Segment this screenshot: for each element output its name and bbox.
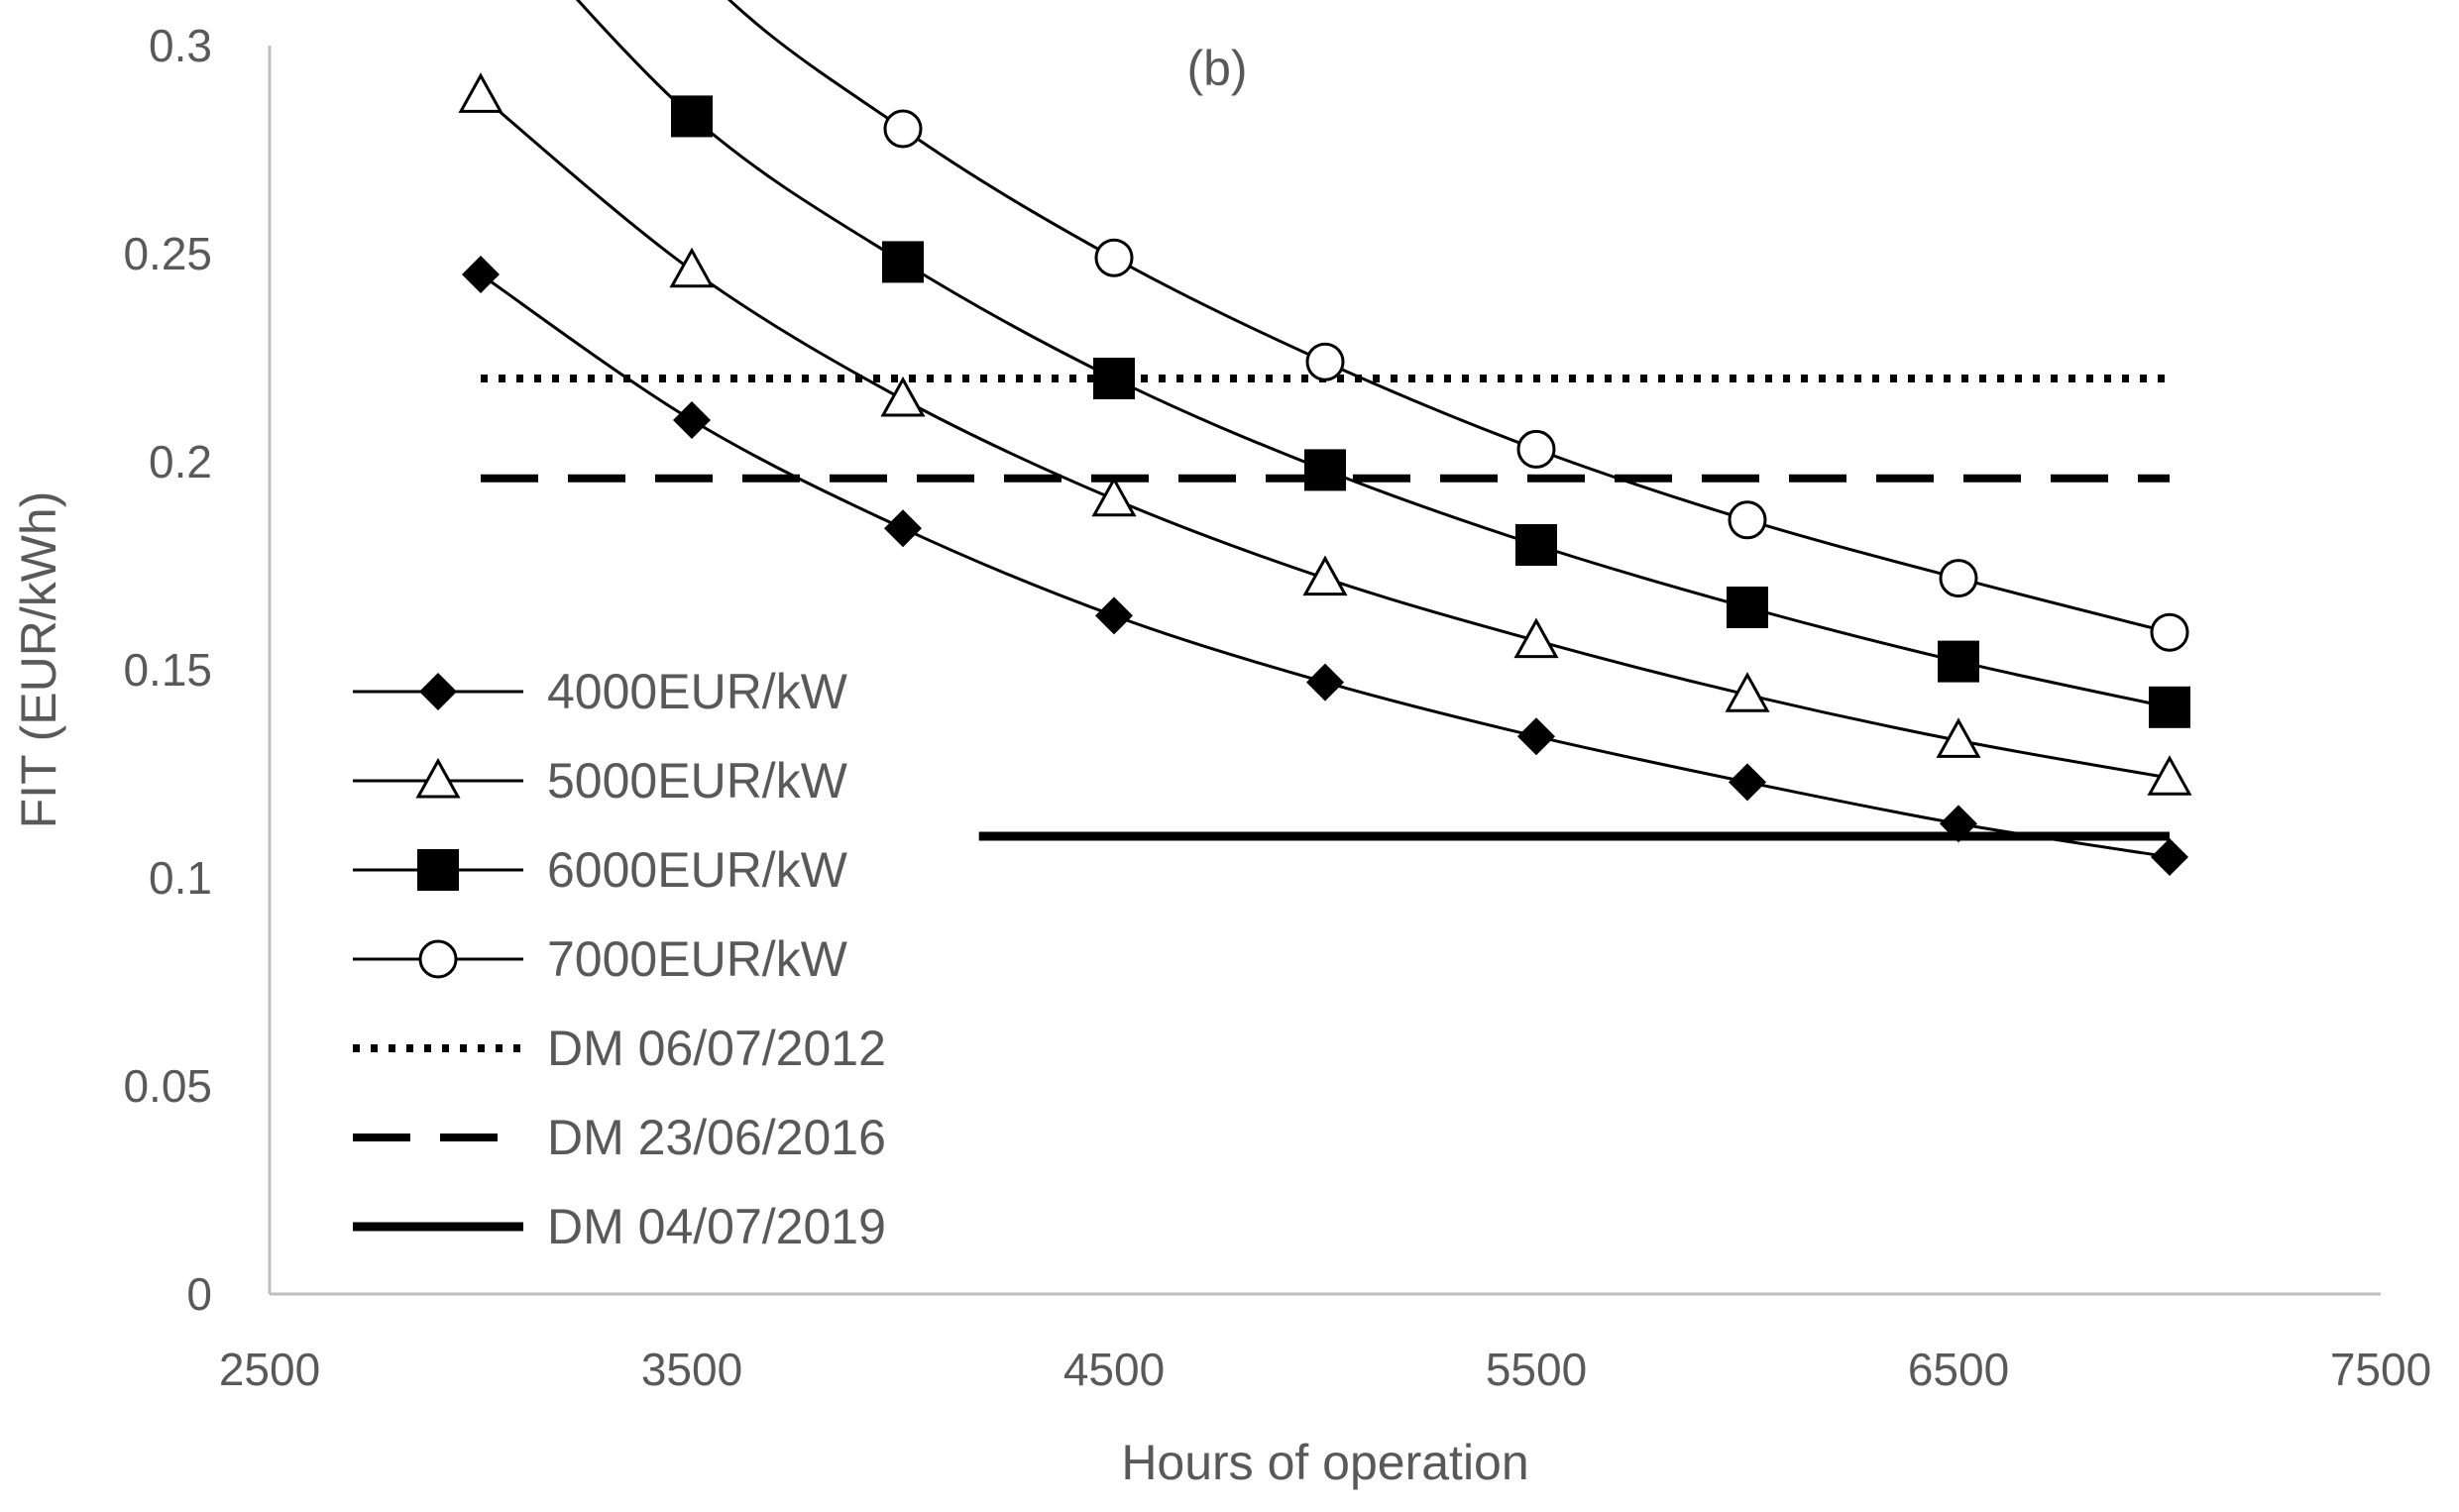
legend-label: 7000EUR/kW [547, 931, 848, 987]
legend-label: DM 06/07/2012 [547, 1021, 886, 1076]
data-point-diamond [884, 509, 922, 548]
x-tick-label: 2500 [219, 1344, 320, 1395]
y-axis-title: FIT (EUR/kWh) [11, 491, 66, 829]
data-point-triangle [1091, 476, 1137, 517]
data-point-circle [2150, 612, 2189, 652]
legend-marker-diamond [419, 673, 457, 710]
series-line-triangle [480, 94, 2171, 780]
data-point-circle [883, 109, 923, 149]
data-point-circle [1305, 342, 1345, 381]
y-tick-label: 0.05 [123, 1060, 212, 1112]
y-tick-label: 0.25 [123, 228, 212, 279]
data-point-triangle [2147, 755, 2192, 796]
data-point-circle [1516, 429, 1556, 469]
data-point-diamond [1095, 596, 1133, 635]
data-point-circle [1728, 500, 1767, 540]
x-tick-label: 4500 [1063, 1344, 1165, 1395]
data-point-square [1093, 358, 1135, 399]
series-line-circle [727, 0, 2171, 634]
legend-label: DM 04/07/2019 [547, 1199, 886, 1254]
data-point-triangle [880, 376, 926, 417]
data-point-diamond [1940, 805, 1977, 843]
data-point-square [2149, 686, 2190, 728]
series-line-square [575, 0, 2171, 709]
y-tick-label: 0.3 [149, 20, 212, 71]
legend-label: DM 23/06/2016 [547, 1110, 886, 1165]
axes: 2500 3500 4500 5500 6500 7500 0 0.05 0.1 0.15 0.2 0… [123, 20, 2431, 1395]
data-point-square [1304, 449, 1346, 491]
data-point-triangle [1936, 717, 1981, 758]
data-point-circle [1094, 238, 1134, 277]
x-tick-label: 7500 [2330, 1344, 2431, 1395]
legend-label: 4000EUR/kW [547, 664, 848, 719]
data-point-square [1727, 587, 1768, 628]
data-point-triangle [669, 247, 715, 288]
x-tick-label: 3500 [641, 1344, 742, 1395]
data-point-circle [1939, 559, 1978, 598]
y-tick-label: 0 [186, 1268, 212, 1320]
data-point-square [671, 95, 713, 138]
data-point-diamond [2151, 838, 2188, 876]
legend-label: 6000EUR/kW [547, 842, 848, 898]
legend-marker-triangle [415, 757, 461, 799]
data-point-triangle [1302, 555, 1348, 596]
data-point-diamond [1306, 663, 1344, 702]
data-point-diamond [1517, 717, 1555, 756]
y-tick-label: 0.1 [149, 852, 212, 904]
y-tick-label: 0.2 [149, 436, 212, 487]
data-point-square [1515, 524, 1557, 566]
data-point-triangle [1725, 672, 1770, 712]
data-point-square [1938, 640, 1979, 683]
data-point-square [882, 241, 924, 283]
data-point-diamond [1729, 763, 1766, 802]
panel-label: (b) [1186, 41, 1247, 96]
x-axis-title: Hours of operation [1121, 1435, 1528, 1490]
legend-marker-circle [418, 939, 458, 979]
data-point-diamond [673, 401, 711, 439]
legend-label: 5000EUR/kW [547, 753, 848, 809]
data-point-diamond [462, 256, 500, 293]
x-tick-label: 5500 [1486, 1344, 1587, 1395]
data-point-triangle [458, 72, 503, 113]
legend: 4000EUR/kW 5000EUR/kW 6000EUR/kW 7000EUR/kW… [353, 664, 886, 1254]
series-markers [458, 72, 2192, 876]
data-point-triangle [1513, 617, 1559, 659]
series-lines [480, 0, 2171, 859]
legend-marker-square [417, 849, 459, 891]
y-tick-label: 0.15 [123, 644, 212, 696]
x-tick-label: 6500 [1908, 1344, 2009, 1395]
